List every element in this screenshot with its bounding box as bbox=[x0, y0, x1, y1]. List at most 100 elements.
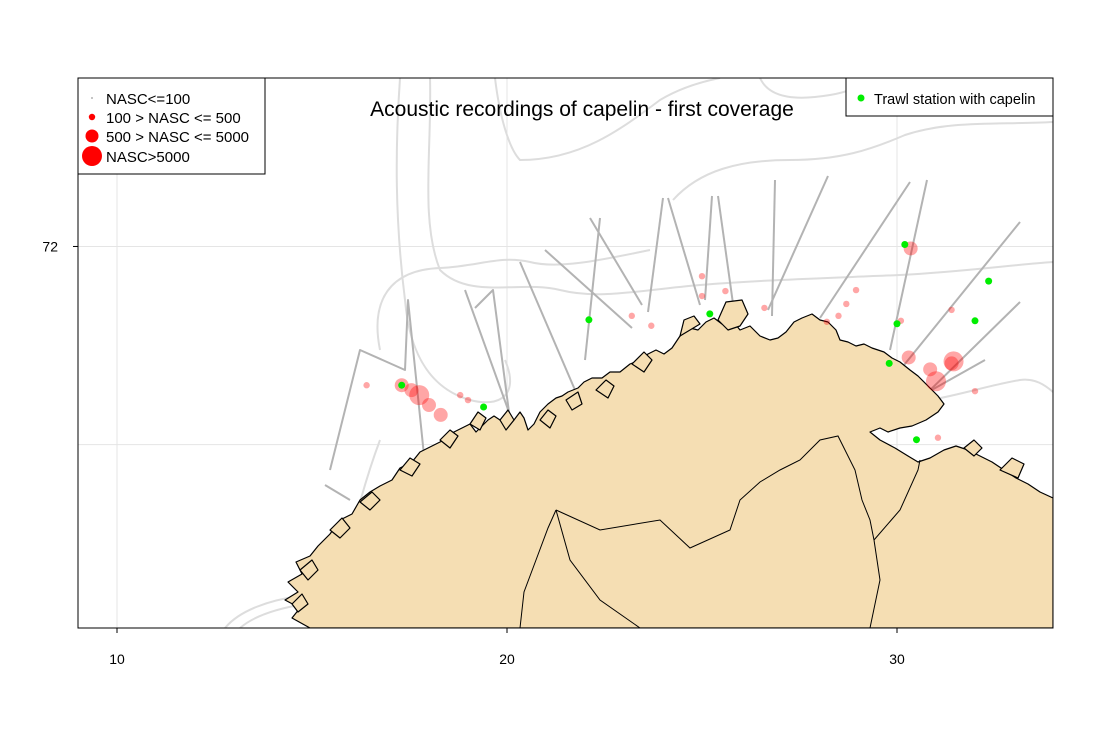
trawl-station-point bbox=[971, 317, 979, 325]
depth-contour bbox=[395, 78, 511, 404]
trawl-station-point bbox=[893, 320, 901, 328]
nasc-point bbox=[409, 385, 430, 406]
trawl-station-point bbox=[913, 436, 920, 444]
trawl-stations bbox=[398, 240, 993, 444]
nasc-point bbox=[926, 371, 946, 392]
depth-contour bbox=[427, 78, 1053, 296]
nasc-point bbox=[761, 304, 768, 312]
nasc-point bbox=[422, 398, 436, 413]
nasc-point bbox=[943, 351, 964, 372]
cruise-track bbox=[771, 179, 776, 317]
cruise-track bbox=[919, 301, 1021, 401]
cruise-track bbox=[584, 217, 601, 361]
nasc-point bbox=[934, 434, 942, 441]
cruise-track bbox=[819, 181, 911, 319]
island bbox=[359, 491, 381, 511]
legend-label: 500 > NASC <= 5000 bbox=[106, 129, 249, 146]
island bbox=[499, 409, 515, 431]
depth-contour bbox=[672, 121, 1053, 201]
island bbox=[717, 299, 749, 331]
nasc-point bbox=[823, 318, 830, 325]
nasc-point bbox=[698, 292, 706, 300]
nasc-point bbox=[464, 396, 472, 404]
cruise-track bbox=[329, 299, 426, 471]
depth-contour bbox=[929, 378, 1053, 401]
legend-symbol-green bbox=[857, 94, 865, 102]
nasc-point bbox=[363, 382, 370, 389]
trawl-station-point bbox=[398, 381, 406, 389]
nasc-point bbox=[835, 312, 842, 320]
axes: 10 20 30 72 bbox=[42, 238, 905, 667]
cruise-track bbox=[589, 217, 643, 306]
island bbox=[299, 559, 319, 581]
island bbox=[539, 409, 557, 429]
depth-contour bbox=[494, 78, 721, 162]
legend-symbol-large-red bbox=[82, 146, 102, 166]
island bbox=[469, 411, 487, 431]
nasc-point bbox=[433, 407, 448, 422]
border-finland-russia bbox=[873, 459, 921, 541]
trawl-station-point bbox=[985, 277, 993, 285]
trawl-station-point bbox=[706, 310, 714, 318]
legend-box bbox=[845, 77, 1054, 117]
nasc-point bbox=[843, 300, 850, 308]
cruise-track bbox=[767, 175, 829, 311]
legend-trawl: Trawl station with capelin bbox=[845, 77, 1054, 117]
legend-label: 100 > NASC <= 500 bbox=[106, 110, 241, 127]
nasc-point bbox=[722, 287, 729, 295]
cruise-tracks bbox=[324, 175, 1021, 501]
cruise-track bbox=[647, 197, 664, 313]
island bbox=[999, 457, 1025, 479]
island bbox=[595, 379, 615, 399]
map-title: Acoustic recordings of capelin - first c… bbox=[370, 98, 794, 121]
nasc-point bbox=[901, 350, 916, 365]
cruise-track bbox=[717, 195, 736, 319]
trawl-station-point bbox=[885, 359, 893, 367]
legend-nasc: NASC<=100 100 > NASC <= 500 500 > NASC <… bbox=[77, 77, 266, 175]
trawl-station-point bbox=[480, 403, 488, 411]
trawl-station-point bbox=[901, 240, 909, 248]
x-tick-label: 20 bbox=[499, 651, 515, 667]
cruise-track bbox=[667, 197, 701, 306]
mainland-coast bbox=[284, 313, 1053, 628]
nasc-point bbox=[944, 356, 959, 371]
nasc-point bbox=[923, 362, 938, 377]
legend-symbol-small-gray bbox=[91, 97, 93, 99]
nasc-point bbox=[698, 272, 706, 280]
cruise-track bbox=[704, 195, 713, 301]
cruise-track bbox=[544, 249, 633, 329]
legend-label: Trawl station with capelin bbox=[874, 92, 1035, 108]
legend-label: NASC>5000 bbox=[106, 149, 190, 166]
nasc-point bbox=[948, 306, 955, 314]
island bbox=[291, 593, 309, 613]
trawl-station-point bbox=[585, 316, 593, 324]
nasc-point bbox=[404, 383, 419, 398]
depth-contour bbox=[376, 249, 651, 351]
cruise-track bbox=[519, 261, 576, 391]
landmass bbox=[284, 299, 1053, 628]
nasc-point bbox=[648, 322, 655, 329]
plot-frame bbox=[77, 77, 1054, 629]
y-tick-label: 72 bbox=[42, 238, 58, 254]
nasc-point bbox=[971, 387, 979, 395]
legend-box bbox=[77, 77, 266, 175]
border-norway-sweden bbox=[519, 509, 557, 628]
nasc-points bbox=[363, 241, 979, 441]
island bbox=[565, 391, 583, 411]
cruise-track bbox=[324, 484, 351, 501]
island bbox=[631, 351, 653, 373]
cruise-track bbox=[474, 289, 511, 421]
legend-symbol-medium-red bbox=[85, 129, 99, 143]
border-sweden-finland bbox=[555, 509, 641, 628]
island bbox=[963, 439, 983, 457]
nasc-point bbox=[457, 391, 464, 399]
x-tick-label: 10 bbox=[109, 651, 125, 667]
island bbox=[439, 429, 459, 449]
border-finland-russia-south bbox=[869, 539, 881, 628]
island bbox=[679, 315, 701, 337]
cruise-track bbox=[464, 289, 511, 416]
island bbox=[399, 457, 421, 477]
nasc-point bbox=[852, 286, 860, 294]
